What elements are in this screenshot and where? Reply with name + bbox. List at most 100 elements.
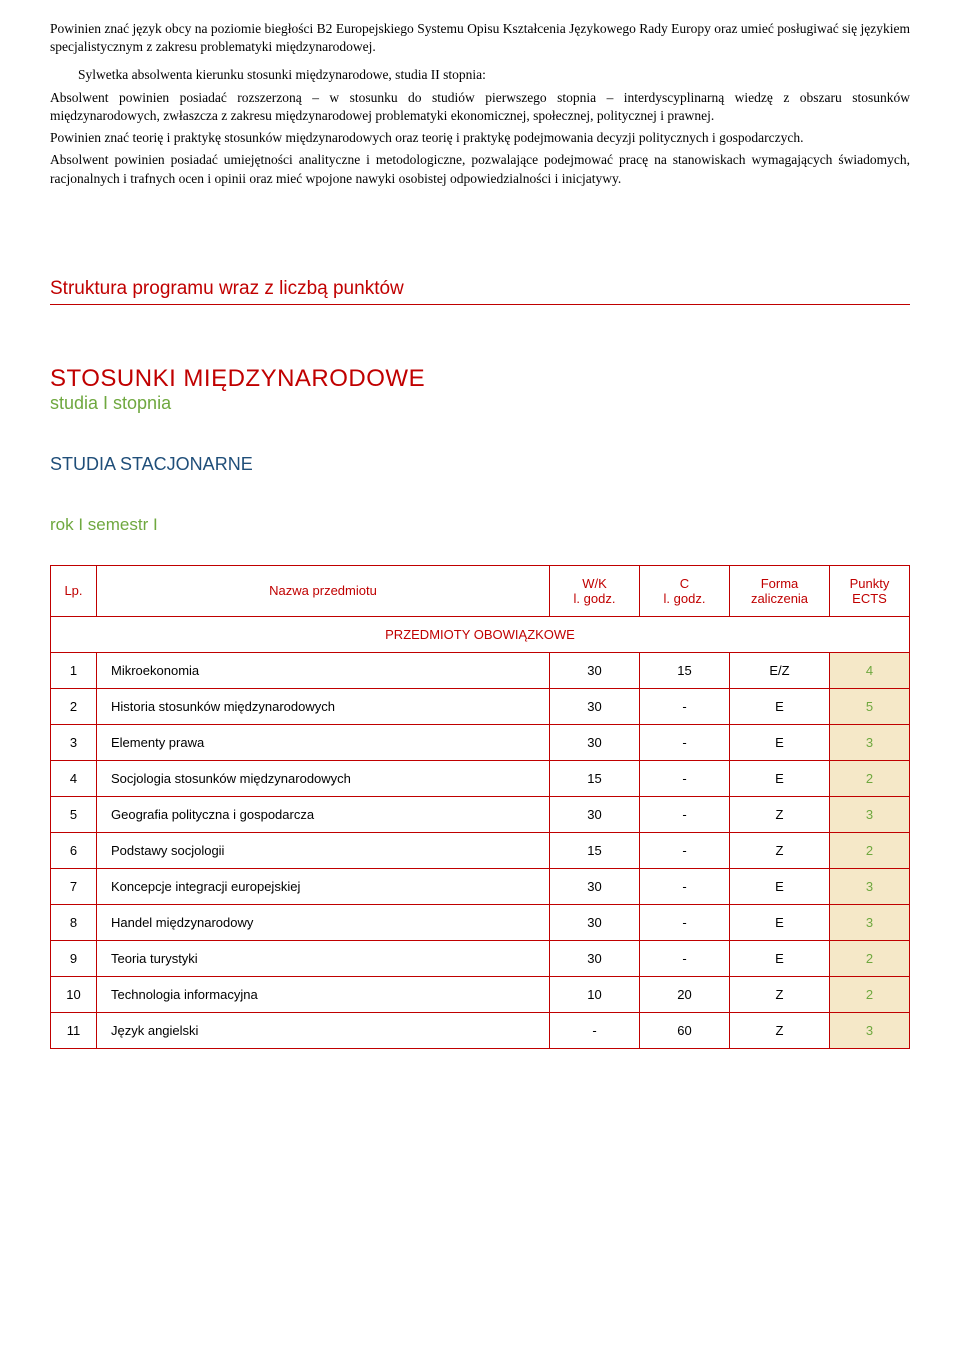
cell-wk: 30 — [550, 652, 640, 688]
program-title: STOSUNKI MIĘDZYNARODOWE — [50, 365, 910, 393]
cell-c: - — [640, 796, 730, 832]
th-c-label: C — [680, 576, 689, 591]
cell-wk: 15 — [550, 832, 640, 868]
cell-name: Teoria turystyki — [97, 940, 550, 976]
cell-forma: E — [730, 940, 830, 976]
th-wk-sub: l. godz. — [574, 591, 616, 606]
degree-level: studia I stopnia — [50, 393, 910, 414]
table-row: 9Teoria turystyki30-E2 — [51, 940, 910, 976]
cell-ects: 2 — [830, 760, 910, 796]
para-3: Powinien znać teorię i praktykę stosunkó… — [50, 129, 910, 147]
cell-forma: Z — [730, 796, 830, 832]
cell-lp: 6 — [51, 832, 97, 868]
cell-ects: 2 — [830, 976, 910, 1012]
structure-heading: Struktura programu wraz z liczbą punktów — [50, 278, 910, 300]
table-row: 6Podstawy socjologii15-Z2 — [51, 832, 910, 868]
th-wk-label: W/K — [582, 576, 607, 591]
study-mode: STUDIA STACJONARNE — [50, 454, 910, 475]
table-row: 7Koncepcje integracji europejskiej30-E3 — [51, 868, 910, 904]
cell-name: Historia stosunków międzynarodowych — [97, 688, 550, 724]
cell-lp: 2 — [51, 688, 97, 724]
cell-lp: 7 — [51, 868, 97, 904]
cell-forma: E — [730, 904, 830, 940]
table-row: 2Historia stosunków międzynarodowych30-E… — [51, 688, 910, 724]
cell-wk: 30 — [550, 940, 640, 976]
table-header-row: Lp. Nazwa przedmiotu W/K l. godz. C l. g… — [51, 565, 910, 616]
cell-lp: 1 — [51, 652, 97, 688]
cell-forma: Z — [730, 976, 830, 1012]
cell-name: Elementy prawa — [97, 724, 550, 760]
cell-ects: 5 — [830, 688, 910, 724]
table-section-label: PRZEDMIOTY OBOWIĄZKOWE — [51, 616, 910, 652]
th-wk: W/K l. godz. — [550, 565, 640, 616]
cell-c: - — [640, 760, 730, 796]
cell-c: 15 — [640, 652, 730, 688]
cell-lp: 8 — [51, 904, 97, 940]
table-row: 8Handel międzynarodowy30-E3 — [51, 904, 910, 940]
cell-wk: 30 — [550, 904, 640, 940]
cell-ects: 2 — [830, 832, 910, 868]
cell-c: 20 — [640, 976, 730, 1012]
cell-forma: Z — [730, 832, 830, 868]
para-1: Powinien znać język obcy na poziomie bie… — [50, 20, 910, 56]
table-row: 11Język angielski-60Z3 — [51, 1012, 910, 1048]
cell-name: Technologia informacyjna — [97, 976, 550, 1012]
cell-wk: - — [550, 1012, 640, 1048]
cell-c: - — [640, 940, 730, 976]
th-c: C l. godz. — [640, 565, 730, 616]
cell-forma: E — [730, 688, 830, 724]
th-forma-label: Forma — [761, 576, 799, 591]
th-name: Nazwa przedmiotu — [97, 565, 550, 616]
table-row: 4Socjologia stosunków międzynarodowych15… — [51, 760, 910, 796]
th-ects: Punkty ECTS — [830, 565, 910, 616]
cell-name: Mikroekonomia — [97, 652, 550, 688]
cell-name: Geografia polityczna i gospodarcza — [97, 796, 550, 832]
cell-lp: 10 — [51, 976, 97, 1012]
cell-lp: 11 — [51, 1012, 97, 1048]
cell-wk: 30 — [550, 796, 640, 832]
cell-c: - — [640, 688, 730, 724]
cell-forma: Z — [730, 1012, 830, 1048]
cell-name: Handel międzynarodowy — [97, 904, 550, 940]
cell-name: Koncepcje integracji europejskiej — [97, 868, 550, 904]
cell-wk: 30 — [550, 688, 640, 724]
cell-ects: 3 — [830, 868, 910, 904]
semester-label: rok I semestr I — [50, 515, 910, 535]
cell-forma: E — [730, 760, 830, 796]
cell-wk: 30 — [550, 724, 640, 760]
th-ects-label: Punkty — [850, 576, 890, 591]
course-table: Lp. Nazwa przedmiotu W/K l. godz. C l. g… — [50, 565, 910, 1049]
th-forma-sub: zaliczenia — [751, 591, 808, 606]
cell-wk: 10 — [550, 976, 640, 1012]
cell-lp: 4 — [51, 760, 97, 796]
cell-c: - — [640, 832, 730, 868]
table-row: 5Geografia polityczna i gospodarcza30-Z3 — [51, 796, 910, 832]
profile-heading: Sylwetka absolwenta kierunku stosunki mi… — [50, 66, 910, 84]
th-forma: Forma zaliczenia — [730, 565, 830, 616]
cell-forma: E — [730, 724, 830, 760]
th-c-sub: l. godz. — [664, 591, 706, 606]
cell-c: - — [640, 904, 730, 940]
cell-c: 60 — [640, 1012, 730, 1048]
table-row: 1Mikroekonomia3015E/Z4 — [51, 652, 910, 688]
cell-forma: E/Z — [730, 652, 830, 688]
cell-name: Język angielski — [97, 1012, 550, 1048]
para-4: Absolwent powinien posiadać umiejętności… — [50, 151, 910, 187]
table-row: 3Elementy prawa30-E3 — [51, 724, 910, 760]
cell-c: - — [640, 724, 730, 760]
cell-ects: 3 — [830, 796, 910, 832]
cell-ects: 2 — [830, 940, 910, 976]
cell-wk: 30 — [550, 868, 640, 904]
table-section-row: PRZEDMIOTY OBOWIĄZKOWE — [51, 616, 910, 652]
cell-forma: E — [730, 868, 830, 904]
cell-c: - — [640, 868, 730, 904]
cell-lp: 3 — [51, 724, 97, 760]
cell-ects: 3 — [830, 724, 910, 760]
cell-lp: 5 — [51, 796, 97, 832]
th-lp: Lp. — [51, 565, 97, 616]
cell-name: Socjologia stosunków międzynarodowych — [97, 760, 550, 796]
cell-wk: 15 — [550, 760, 640, 796]
cell-ects: 3 — [830, 1012, 910, 1048]
cell-ects: 3 — [830, 904, 910, 940]
cell-name: Podstawy socjologii — [97, 832, 550, 868]
